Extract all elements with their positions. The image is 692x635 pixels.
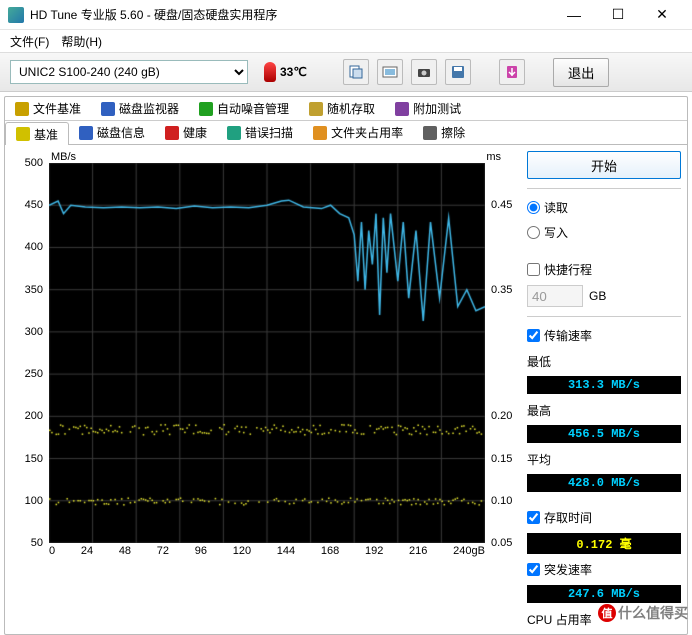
burst-rate-checkbox[interactable]: 突发速率 (527, 560, 681, 579)
tab-附加测试[interactable]: 附加测试 (385, 97, 471, 120)
tab-健康[interactable]: 健康 (155, 121, 217, 144)
menu-file[interactable]: 文件(F) (4, 33, 55, 50)
close-button[interactable]: ✕ (640, 0, 684, 30)
minimize-button[interactable]: — (552, 0, 596, 30)
avg-label: 平均 (527, 451, 681, 468)
tab-icon (309, 102, 323, 116)
tab-icon (395, 102, 409, 116)
tab-基准[interactable]: 基准 (5, 122, 69, 145)
y-left-label: MB/s (51, 151, 76, 163)
start-button[interactable]: 开始 (527, 151, 681, 179)
tab-icon (313, 126, 327, 140)
benchmark-plot (49, 163, 485, 543)
tab-擦除[interactable]: 擦除 (413, 121, 475, 144)
access-value: 0.172 毫 (527, 533, 681, 554)
tab-row-top: 文件基准磁盘监视器自动噪音管理随机存取附加测试 (5, 97, 687, 121)
quick-checkbox[interactable]: 快捷行程 (527, 260, 681, 279)
thermometer-icon (264, 62, 276, 82)
side-panel: 开始 读取 写入 快捷行程 GB 传输速率 最低 313.3 MB/s 最高 4… (527, 151, 681, 628)
content-area: MB/s ms 50045040035030025020015010050 0.… (5, 145, 687, 634)
tab-icon (79, 126, 93, 140)
tab-icon (165, 126, 179, 140)
min-label: 最低 (527, 353, 681, 370)
temperature-display: 33℃ (256, 60, 315, 84)
screenshot-button[interactable] (377, 59, 403, 85)
tab-icon (423, 126, 437, 140)
options-button[interactable] (499, 59, 525, 85)
tab-icon (101, 102, 115, 116)
burst-value: 247.6 MB/s (527, 585, 681, 603)
maximize-button[interactable]: ☐ (596, 0, 640, 30)
tab-container: 文件基准磁盘监视器自动噪音管理随机存取附加测试 基准磁盘信息健康错误扫描文件夹占… (4, 96, 688, 635)
window-title: HD Tune 专业版 5.60 - 硬盘/固态硬盘实用程序 (30, 6, 552, 23)
app-icon (8, 7, 24, 23)
read-radio[interactable]: 读取 (527, 198, 681, 217)
gb-input (527, 285, 583, 307)
tab-icon (199, 102, 213, 116)
tab-随机存取[interactable]: 随机存取 (299, 97, 385, 120)
y-axis-left: 50045040035030025020015010050 (11, 163, 47, 563)
tab-错误扫描[interactable]: 错误扫描 (217, 121, 303, 144)
access-time-checkbox[interactable]: 存取时间 (527, 508, 681, 527)
x-axis: 024487296120144168192216240gB (49, 545, 485, 563)
y-axis-right: 0.450.350.200.150.100.05 (487, 163, 521, 563)
gb-unit-label: GB (589, 289, 606, 303)
chart-box: 50045040035030025020015010050 0.450.350.… (11, 163, 521, 563)
menu-bar: 文件(F) 帮助(H) (0, 30, 692, 52)
avg-value: 428.0 MB/s (527, 474, 681, 492)
transfer-rate-checkbox[interactable]: 传输速率 (527, 326, 681, 345)
exit-button[interactable]: 退出 (553, 58, 610, 87)
copy-info-button[interactable] (343, 59, 369, 85)
tab-磁盘信息[interactable]: 磁盘信息 (69, 121, 155, 144)
temperature-value: 33℃ (280, 65, 307, 79)
write-radio[interactable]: 写入 (527, 223, 681, 242)
camera-button[interactable] (411, 59, 437, 85)
title-bar: HD Tune 专业版 5.60 - 硬盘/固态硬盘实用程序 — ☐ ✕ (0, 0, 692, 30)
tab-文件夹占用率[interactable]: 文件夹占用率 (303, 121, 413, 144)
tab-自动噪音管理[interactable]: 自动噪音管理 (189, 97, 299, 120)
menu-help[interactable]: 帮助(H) (55, 33, 108, 50)
cpu-label: CPU 占用率 (527, 611, 681, 628)
max-value: 456.5 MB/s (527, 425, 681, 443)
min-value: 313.3 MB/s (527, 376, 681, 394)
tab-icon (16, 127, 30, 141)
drive-select[interactable]: UNIC2 S100-240 (240 gB) (10, 60, 248, 84)
tab-icon (15, 102, 29, 116)
y-right-label: ms (486, 151, 501, 163)
save-button[interactable] (445, 59, 471, 85)
chart-area: MB/s ms 50045040035030025020015010050 0.… (11, 151, 521, 628)
tab-文件基准[interactable]: 文件基准 (5, 97, 91, 120)
tab-磁盘监视器[interactable]: 磁盘监视器 (91, 97, 189, 120)
toolbar: UNIC2 S100-240 (240 gB) 33℃ 退出 (0, 52, 692, 92)
max-label: 最高 (527, 402, 681, 419)
tab-row-bottom: 基准磁盘信息健康错误扫描文件夹占用率擦除 (5, 121, 687, 145)
tab-icon (227, 126, 241, 140)
